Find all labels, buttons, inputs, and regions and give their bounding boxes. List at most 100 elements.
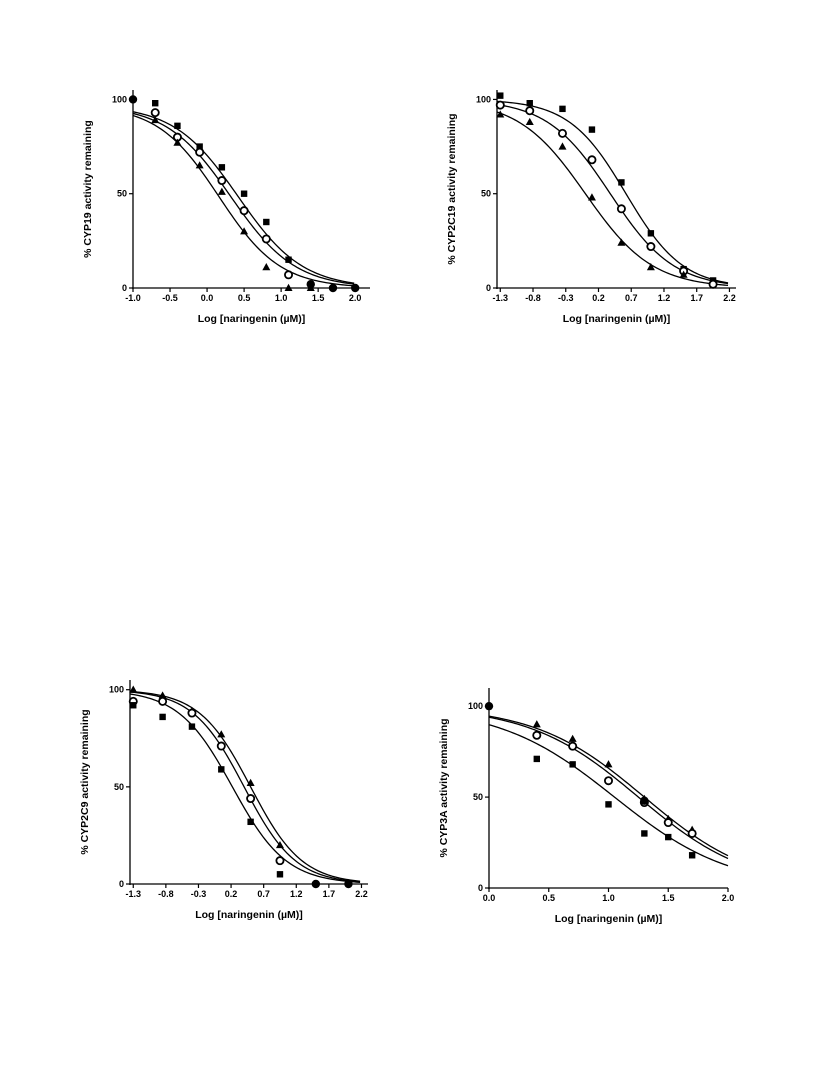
data-point-open-circle <box>532 730 542 740</box>
x-axis-label: Log [naringenin (µM)] <box>563 313 671 325</box>
x-tick-label: 2.2 <box>723 293 736 303</box>
data-point-triangle <box>617 238 626 246</box>
fit-curve <box>496 103 729 285</box>
x-tick-label: 0.5 <box>238 293 251 303</box>
chart-3: 0 50 100 -1.3 -0.8 -0.3 0.2 0.7 1.2 1.7 2.2 Log [na… <box>79 680 368 921</box>
x-tick-label: 2.0 <box>349 293 362 303</box>
x-axis-label: Log [naringenin (µM)] <box>195 909 303 921</box>
y-tick-label: 50 <box>481 189 491 199</box>
y-tick-label: 50 <box>473 792 483 802</box>
data-point-filled-circle <box>344 879 353 889</box>
data-point-triangle <box>217 730 226 738</box>
data-point-square <box>618 179 625 186</box>
x-tick-label: 1.2 <box>290 889 303 899</box>
data-point-triangle <box>604 760 613 768</box>
y-tick-label: 0 <box>486 283 491 293</box>
data-point-square <box>218 164 226 171</box>
x-tick-label: 0.5 <box>542 893 555 903</box>
y-tick-label: 0 <box>478 883 483 893</box>
x-axis-label: Log [naringenin (µM)] <box>555 913 663 925</box>
x-tick-label: -1.3 <box>493 293 509 303</box>
data-point-filled-circle <box>484 701 494 711</box>
data-point-square <box>605 801 612 808</box>
data-point-triangle <box>532 720 541 728</box>
data-point-triangle <box>246 778 255 786</box>
fit-curve <box>496 111 729 287</box>
fit-curve <box>488 716 729 860</box>
data-point-open-circle <box>150 108 160 118</box>
data-point-triangle <box>558 142 567 150</box>
x-tick-label: -0.3 <box>191 889 207 899</box>
y-tick-label: 50 <box>114 782 124 792</box>
x-tick-label: -0.8 <box>158 889 174 899</box>
fit-curve <box>496 100 729 284</box>
data-point-triangle <box>195 161 204 169</box>
data-point-square <box>152 100 159 107</box>
data-point-square <box>247 818 254 826</box>
y-axis-label: % CYP2C19 activity remaining <box>446 113 458 264</box>
data-point-filled-circle <box>128 95 138 104</box>
x-tick-label: 1.5 <box>662 893 675 903</box>
data-point-square <box>174 122 181 130</box>
data-point-square <box>569 761 576 768</box>
data-point-square <box>240 190 248 197</box>
data-point-open-circle <box>587 155 597 165</box>
data-point-filled-circle <box>640 796 649 805</box>
x-tick-label: -0.5 <box>162 293 178 303</box>
data-point-triangle <box>587 193 596 201</box>
data-point-open-circle <box>568 741 578 751</box>
data-point-open-circle <box>495 100 505 110</box>
data-point-open-circle <box>246 794 256 804</box>
data-point-triangle <box>151 115 160 124</box>
y-tick-label: 100 <box>112 94 127 104</box>
data-point-open-circle <box>239 206 249 216</box>
data-point-triangle <box>217 187 226 195</box>
y-tick-label: 0 <box>119 879 124 889</box>
data-point-triangle <box>240 227 249 235</box>
data-point-square <box>263 218 270 226</box>
data-point-triangle <box>496 110 505 118</box>
data-point-square <box>159 713 166 721</box>
data-point-open-circle <box>275 856 285 866</box>
y-axis-label: % CYP19 activity remaining <box>82 120 94 258</box>
data-point-open-circle <box>604 776 614 786</box>
data-point-square <box>188 723 196 730</box>
data-point-open-circle <box>217 176 227 186</box>
data-point-open-circle <box>646 242 656 252</box>
chart-1: 0 50 100 -1.0 -0.5 0.0 0.5 1.0 1.5 2.0 Log [naring… <box>82 90 370 325</box>
y-tick-label: 100 <box>476 94 491 104</box>
x-tick-label: 2.0 <box>722 893 735 903</box>
data-point-square <box>665 833 672 841</box>
fit-curve <box>129 691 361 883</box>
x-tick-label: 0.2 <box>592 293 605 303</box>
data-point-square <box>559 105 566 113</box>
data-point-open-circle <box>616 204 626 214</box>
data-point-square <box>285 256 292 263</box>
x-tick-label: -0.3 <box>558 293 574 303</box>
y-tick-label: 50 <box>117 189 127 199</box>
x-tick-label: 0.0 <box>201 293 214 303</box>
x-tick-label: 0.7 <box>257 889 270 899</box>
data-point-open-circle <box>708 279 718 289</box>
data-point-open-circle <box>216 741 226 751</box>
data-point-open-circle <box>261 234 271 244</box>
y-tick-label: 100 <box>468 701 483 711</box>
data-point-square <box>688 852 696 859</box>
data-point-square <box>526 100 533 107</box>
x-tick-label: -0.8 <box>525 293 541 303</box>
data-point-square <box>533 755 540 763</box>
data-point-square <box>588 126 596 133</box>
data-point-triangle <box>568 734 577 742</box>
x-tick-label: 0.0 <box>483 893 496 903</box>
data-point-filled-circle <box>328 283 338 293</box>
data-point-filled-circle <box>306 280 315 289</box>
data-point-triangle <box>646 263 655 271</box>
y-axis-label: % CYP3A activity remaining <box>438 718 450 857</box>
data-point-open-circle <box>158 696 168 706</box>
fit-curve <box>488 724 729 867</box>
data-point-open-circle <box>187 708 197 718</box>
data-point-open-circle <box>663 818 673 828</box>
x-tick-label: 1.0 <box>602 893 615 903</box>
x-tick-label: 0.7 <box>625 293 638 303</box>
